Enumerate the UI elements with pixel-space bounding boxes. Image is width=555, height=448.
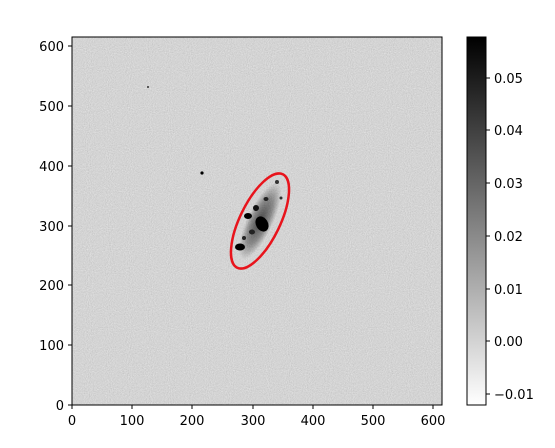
svg-text:500: 500 [361,414,386,429]
y-tick: 100 [39,339,72,354]
y-tick: 0 [56,399,72,414]
svg-text:400: 400 [39,160,64,175]
x-axis: 0 100 200 300 400 500 600 [68,405,446,429]
svg-text:300: 300 [39,220,64,235]
svg-text:500: 500 [39,100,64,115]
x-tick: 0 [68,405,76,429]
svg-text:0.02: 0.02 [494,230,523,245]
colorbar-tick: −0.01 [486,388,534,403]
svg-text:200: 200 [180,414,205,429]
svg-text:200: 200 [39,279,64,294]
svg-text:0: 0 [68,414,76,429]
colorbar-tick: 0.00 [486,335,523,350]
y-tick: 400 [39,160,72,175]
y-tick: 300 [39,220,72,235]
x-tick: 600 [421,405,446,429]
y-tick: 200 [39,279,72,294]
svg-text:−0.01: −0.01 [494,388,534,403]
svg-text:400: 400 [301,414,326,429]
svg-text:600: 600 [421,414,446,429]
svg-text:0.05: 0.05 [494,72,523,87]
svg-text:0.03: 0.03 [494,177,523,192]
x-tick: 200 [180,405,205,429]
svg-text:0.04: 0.04 [494,124,523,139]
x-tick: 300 [241,405,266,429]
colorbar-tick: 0.05 [486,72,523,87]
colorbar: 0.05 0.04 0.03 0.02 0.01 0.00 −0.01 [466,36,534,406]
image-panel [71,36,443,406]
colorbar-tick: 0.02 [486,230,523,245]
svg-text:100: 100 [120,414,145,429]
svg-text:300: 300 [241,414,266,429]
colorbar-tick: 0.04 [486,124,523,139]
x-tick: 500 [361,405,386,429]
y-axis: 0 100 200 300 400 500 600 [39,40,72,414]
svg-text:100: 100 [39,339,64,354]
y-tick: 500 [39,100,72,115]
colorbar-tick: 0.01 [486,283,523,298]
colorbar-tick: 0.03 [486,177,523,192]
galaxy [147,86,283,260]
y-tick: 600 [39,40,72,55]
x-tick: 400 [301,405,326,429]
svg-text:0.01: 0.01 [494,283,523,298]
svg-text:0.00: 0.00 [494,335,523,350]
aperture-ellipse [229,172,291,270]
x-tick: 100 [120,405,145,429]
svg-text:600: 600 [39,40,64,55]
svg-text:0: 0 [56,399,64,414]
